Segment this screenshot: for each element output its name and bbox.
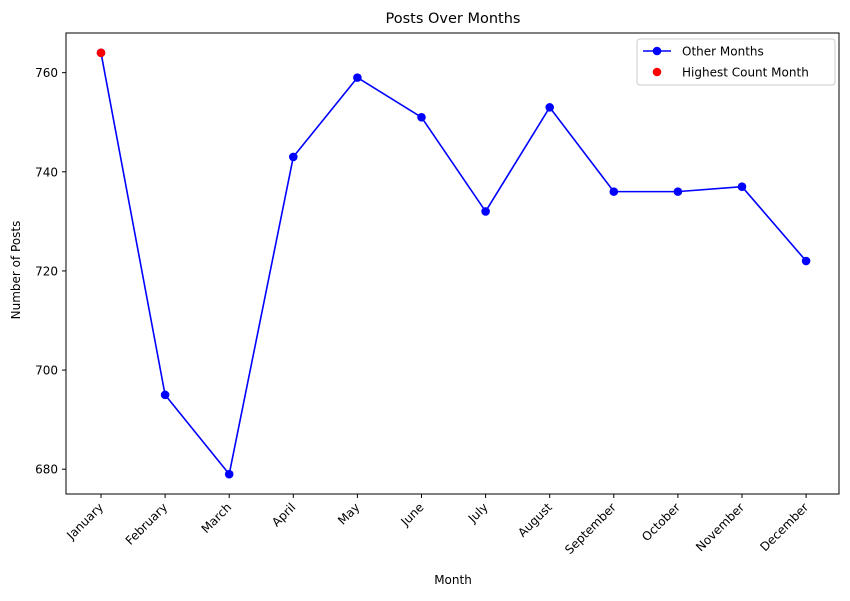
x-tick-label: July [465,500,491,526]
legend-label: Other Months [682,45,764,59]
y-tick-label: 760 [35,66,58,80]
series-point [353,73,362,82]
y-tick-label: 720 [35,264,58,278]
x-tick-label: April [269,500,298,529]
chart-title: Posts Over Months [386,11,521,27]
series-point [801,256,811,266]
legend: Other Months Highest Count Month [636,38,836,86]
y-tick-label: 740 [35,165,58,179]
y-axis-label: Number of Posts [9,221,23,320]
series-point [417,112,426,122]
x-tick-label: June [398,500,427,529]
x-axis-label: Month [434,573,472,587]
legend-marker [652,67,662,77]
x-tick-label: May [335,500,362,527]
series-point [481,207,490,216]
series-point [737,182,747,191]
x-tick-label: December [757,500,811,554]
y-tick-label: 700 [35,364,58,378]
series-point [224,469,234,479]
x-tick-label: September [562,500,619,557]
legend-label: Highest Count Month [682,66,809,80]
highlight-point [96,48,106,58]
x-tick-label: February [123,500,171,548]
series-line [100,52,807,475]
legend-marker [652,46,662,56]
series-point [545,103,554,112]
x-tick-label: November [693,500,747,554]
plot-frame [65,32,840,495]
x-tick-label: August [515,500,555,540]
x-tick-label: October [639,500,683,544]
x-tick-label: March [199,500,235,536]
series-point [609,187,619,196]
plot-layer: 680 700 720 740 760 January February March April… [35,48,811,557]
series-point [289,152,298,162]
y-tick-label: 680 [35,463,58,477]
legend-frame [636,38,836,86]
series-point [160,390,170,400]
x-tick-label: January [63,500,106,543]
series-point [673,187,683,196]
